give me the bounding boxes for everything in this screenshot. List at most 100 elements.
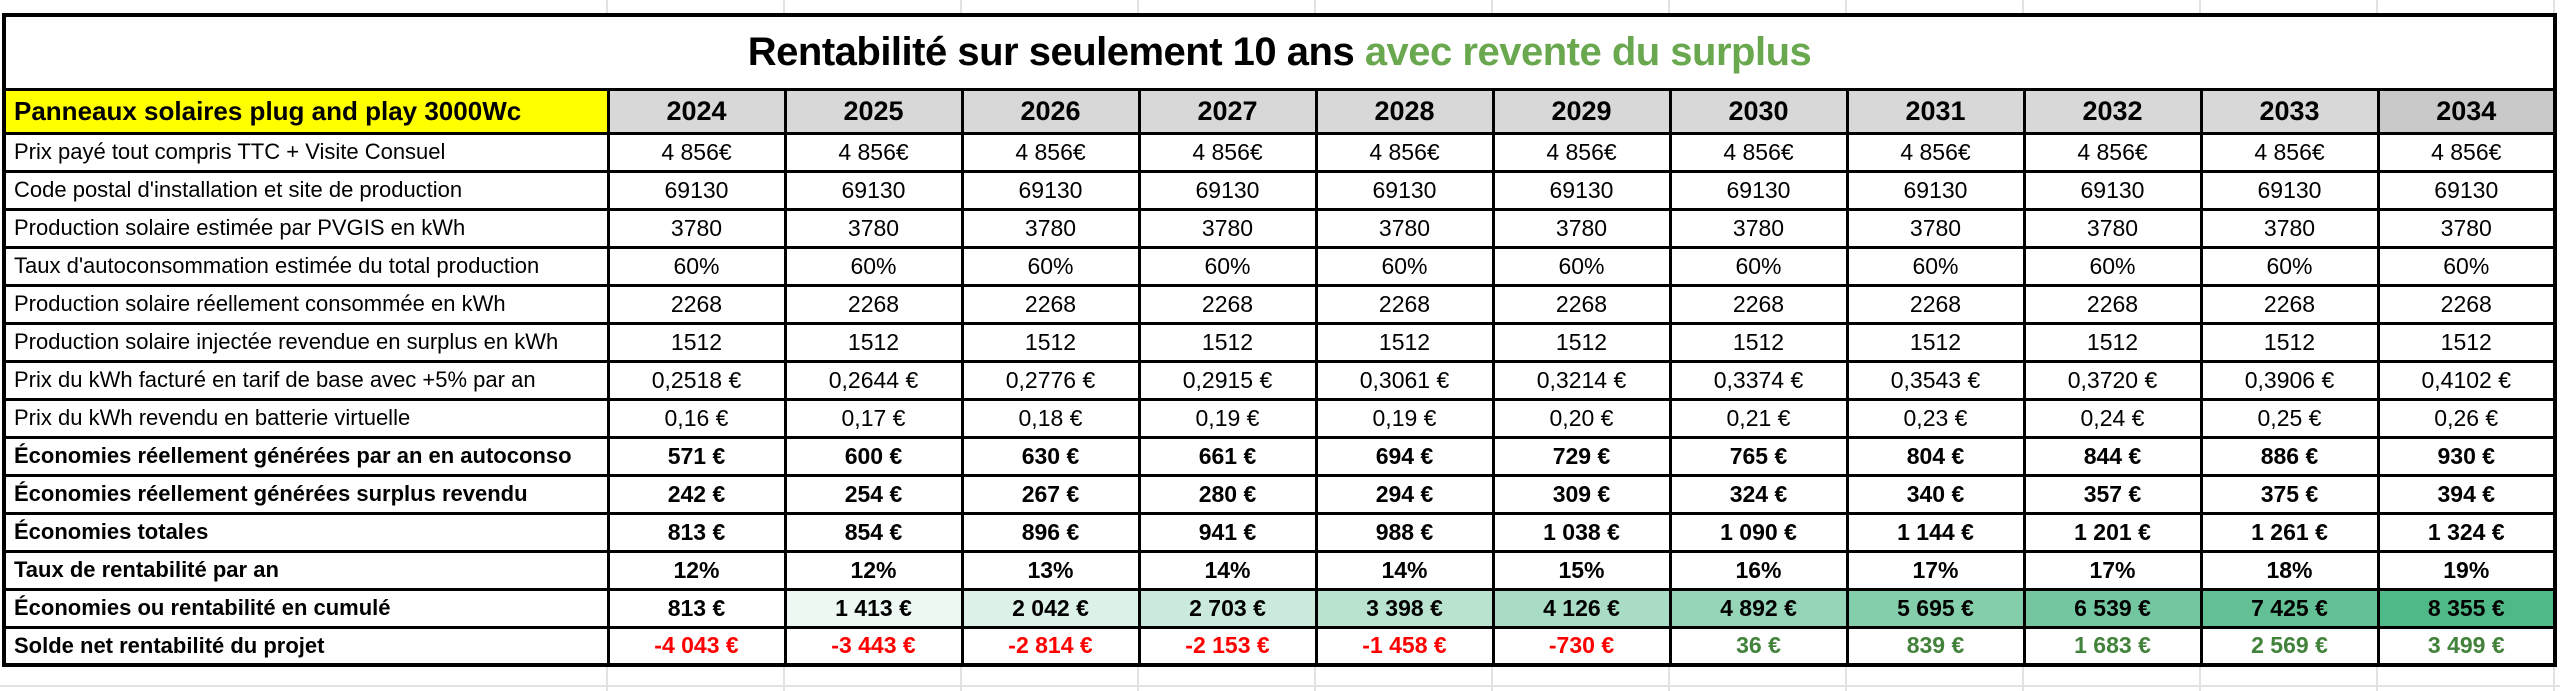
row-label[interactable]: Prix du kWh facturé en tarif de base ave… [2,359,610,401]
value-cell-2025[interactable]: 12% [783,549,964,591]
value-cell-2033[interactable]: 2268 [2199,283,2380,325]
value-cell-2032[interactable]: 6 539 € [2022,587,2203,629]
value-cell-2024[interactable]: 3780 [606,207,787,249]
value-cell-2028[interactable]: -1 458 € [1314,625,1495,667]
value-cell-2030[interactable]: 2268 [1668,283,1849,325]
value-cell-2027[interactable]: 2 703 € [1137,587,1318,629]
value-cell-2024[interactable]: -4 043 € [606,625,787,667]
value-cell-2027[interactable]: -2 153 € [1137,625,1318,667]
value-cell-2034[interactable]: 4 856€ [2376,131,2557,173]
row-label[interactable]: Prix du kWh revendu en batterie virtuell… [2,397,610,439]
value-cell-2030[interactable]: 0,3374 € [1668,359,1849,401]
value-cell-2032[interactable]: 1 683 € [2022,625,2203,667]
value-cell-2028[interactable]: 69130 [1314,169,1495,211]
row-label[interactable]: Production solaire réellement consommée … [2,283,610,325]
value-cell-2034[interactable]: 2268 [2376,283,2557,325]
value-cell-2029[interactable]: 69130 [1491,169,1672,211]
value-cell-2027[interactable]: 0,19 € [1137,397,1318,439]
value-cell-2027[interactable]: 3780 [1137,207,1318,249]
value-cell-2029[interactable]: 15% [1491,549,1672,591]
value-cell-2027[interactable]: 60% [1137,245,1318,287]
value-cell-2030[interactable]: 3780 [1668,207,1849,249]
value-cell-2026[interactable]: 1512 [960,321,1141,363]
value-cell-2032[interactable]: 60% [2022,245,2203,287]
value-cell-2028[interactable]: 694 € [1314,435,1495,477]
value-cell-2034[interactable]: 19% [2376,549,2557,591]
value-cell-2030[interactable]: 1512 [1668,321,1849,363]
value-cell-2028[interactable]: 3 398 € [1314,587,1495,629]
value-cell-2025[interactable]: 0,17 € [783,397,964,439]
value-cell-2025[interactable]: 254 € [783,473,964,515]
value-cell-2025[interactable]: 1512 [783,321,964,363]
value-cell-2032[interactable]: 1512 [2022,321,2203,363]
year-header-2032[interactable]: 2032 [2022,87,2203,135]
value-cell-2027[interactable]: 2268 [1137,283,1318,325]
value-cell-2026[interactable]: 2268 [960,283,1141,325]
value-cell-2033[interactable]: 7 425 € [2199,587,2380,629]
value-cell-2034[interactable]: 0,4102 € [2376,359,2557,401]
value-cell-2028[interactable]: 2268 [1314,283,1495,325]
row-label[interactable]: Solde net rentabilité du projet [2,625,610,667]
value-cell-2032[interactable]: 17% [2022,549,2203,591]
value-cell-2028[interactable]: 3780 [1314,207,1495,249]
value-cell-2025[interactable]: 600 € [783,435,964,477]
value-cell-2025[interactable]: 2268 [783,283,964,325]
value-cell-2033[interactable]: 1512 [2199,321,2380,363]
value-cell-2029[interactable]: -730 € [1491,625,1672,667]
value-cell-2030[interactable]: 69130 [1668,169,1849,211]
value-cell-2034[interactable]: 394 € [2376,473,2557,515]
year-header-2024[interactable]: 2024 [606,87,787,135]
year-header-2034[interactable]: 2034 [2376,87,2557,135]
value-cell-2030[interactable]: 60% [1668,245,1849,287]
value-cell-2027[interactable]: 14% [1137,549,1318,591]
year-header-2025[interactable]: 2025 [783,87,964,135]
value-cell-2029[interactable]: 60% [1491,245,1672,287]
value-cell-2024[interactable]: 69130 [606,169,787,211]
value-cell-2031[interactable]: 60% [1845,245,2026,287]
value-cell-2034[interactable]: 1 324 € [2376,511,2557,553]
value-cell-2032[interactable]: 2268 [2022,283,2203,325]
value-cell-2031[interactable]: 1 144 € [1845,511,2026,553]
table-title-cell[interactable]: Rentabilité sur seulement 10 ans avec re… [2,13,2557,91]
value-cell-2025[interactable]: 854 € [783,511,964,553]
value-cell-2033[interactable]: 375 € [2199,473,2380,515]
value-cell-2024[interactable]: 571 € [606,435,787,477]
value-cell-2028[interactable]: 294 € [1314,473,1495,515]
value-cell-2029[interactable]: 4 126 € [1491,587,1672,629]
value-cell-2028[interactable]: 60% [1314,245,1495,287]
value-cell-2034[interactable]: 60% [2376,245,2557,287]
value-cell-2029[interactable]: 0,3214 € [1491,359,1672,401]
value-cell-2031[interactable]: 0,3543 € [1845,359,2026,401]
value-cell-2027[interactable]: 280 € [1137,473,1318,515]
value-cell-2033[interactable]: 1 261 € [2199,511,2380,553]
value-cell-2029[interactable]: 2268 [1491,283,1672,325]
value-cell-2024[interactable]: 4 856€ [606,131,787,173]
value-cell-2034[interactable]: 930 € [2376,435,2557,477]
value-cell-2026[interactable]: 630 € [960,435,1141,477]
value-cell-2028[interactable]: 4 856€ [1314,131,1495,173]
value-cell-2031[interactable]: 4 856€ [1845,131,2026,173]
value-cell-2028[interactable]: 1512 [1314,321,1495,363]
value-cell-2032[interactable]: 3780 [2022,207,2203,249]
value-cell-2026[interactable]: 0,18 € [960,397,1141,439]
value-cell-2026[interactable]: 4 856€ [960,131,1141,173]
value-cell-2032[interactable]: 0,24 € [2022,397,2203,439]
value-cell-2032[interactable]: 357 € [2022,473,2203,515]
value-cell-2028[interactable]: 0,19 € [1314,397,1495,439]
value-cell-2033[interactable]: 0,25 € [2199,397,2380,439]
value-cell-2026[interactable]: 13% [960,549,1141,591]
value-cell-2032[interactable]: 0,3720 € [2022,359,2203,401]
value-cell-2030[interactable]: 4 856€ [1668,131,1849,173]
row-label[interactable]: Production solaire estimée par PVGIS en … [2,207,610,249]
value-cell-2034[interactable]: 0,26 € [2376,397,2557,439]
value-cell-2030[interactable]: 324 € [1668,473,1849,515]
value-cell-2031[interactable]: 1512 [1845,321,2026,363]
year-header-2027[interactable]: 2027 [1137,87,1318,135]
row-label[interactable]: Taux de rentabilité par an [2,549,610,591]
value-cell-2033[interactable]: 69130 [2199,169,2380,211]
value-cell-2034[interactable]: 8 355 € [2376,587,2557,629]
row-label[interactable]: Taux d'autoconsommation estimée du total… [2,245,610,287]
value-cell-2029[interactable]: 1 038 € [1491,511,1672,553]
row-label[interactable]: Économies ou rentabilité en cumulé [2,587,610,629]
value-cell-2024[interactable]: 242 € [606,473,787,515]
